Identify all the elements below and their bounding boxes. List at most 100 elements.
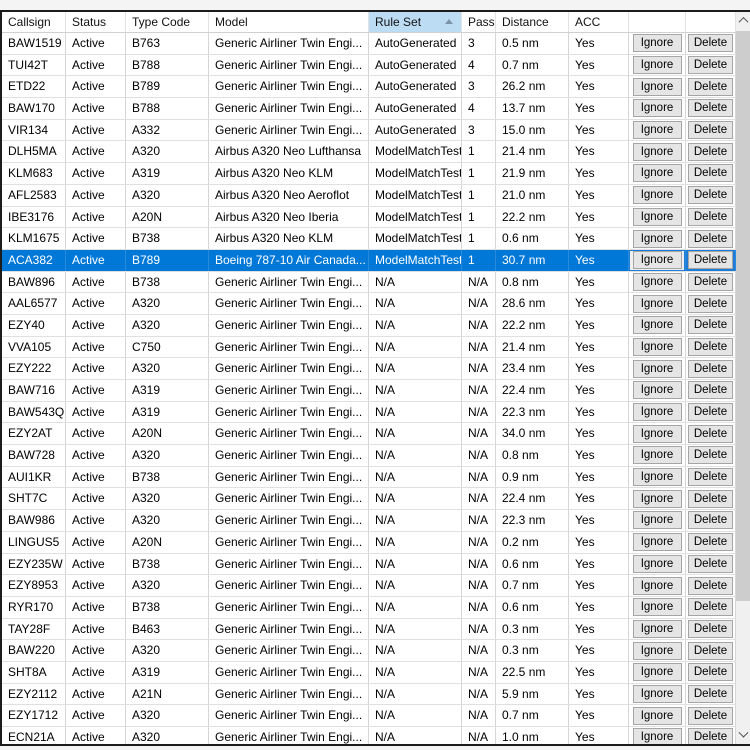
delete-button[interactable]: Delete [688,446,733,465]
scrollbar-up-button[interactable] [736,12,750,29]
table-row[interactable]: AAL6577 Active A320 Generic Airliner Twi… [2,293,736,315]
ignore-button[interactable]: Ignore [632,251,682,270]
delete-button[interactable]: Delete [688,251,733,270]
ignore-button[interactable]: Ignore [632,99,682,118]
table-row[interactable]: EZY40 Active A320 Generic Airliner Twin … [2,314,736,337]
delete-button[interactable]: Delete [688,489,733,508]
delete-button[interactable]: Delete [688,381,733,400]
table-row[interactable]: TUI42T Active B788 Generic Airliner Twin… [2,54,736,77]
table-row[interactable]: IBE3176 Active A20N Airbus A320 Neo Iber… [2,206,736,229]
scrollbar-thumb[interactable] [736,31,750,601]
delete-button[interactable]: Delete [688,34,733,53]
ignore-button[interactable]: Ignore [632,359,682,378]
ignore-button[interactable]: Ignore [632,641,682,660]
ignore-button[interactable]: Ignore [632,229,682,248]
delete-button[interactable]: Delete [688,598,733,617]
delete-button[interactable]: Delete [688,403,733,422]
table-row[interactable]: VIR134 Active A332 Generic Airliner Twin… [2,119,736,142]
delete-button[interactable]: Delete [688,164,733,183]
ignore-button[interactable]: Ignore [632,706,682,725]
table-row[interactable]: EZY2AT Active A20N Generic Airliner Twin… [2,423,736,446]
table-row[interactable]: DLH5MA Active A320 Airbus A320 Neo Lufth… [2,141,736,164]
ignore-button[interactable]: Ignore [632,511,682,530]
column-header-type-code[interactable]: Type Code [126,12,209,32]
ignore-button[interactable]: Ignore [632,424,682,443]
ignore-button[interactable]: Ignore [632,728,682,744]
table-row[interactable]: LINGUS5 Active A20N Generic Airliner Twi… [2,531,736,554]
column-header-ignore[interactable] [629,12,686,32]
column-header-status[interactable]: Status [66,12,126,32]
delete-button[interactable]: Delete [688,424,733,443]
table-row[interactable]: BAW543Q Active A319 Generic Airliner Twi… [2,401,736,424]
ignore-button[interactable]: Ignore [632,164,682,183]
ignore-button[interactable]: Ignore [632,684,682,703]
ignore-button[interactable]: Ignore [632,554,682,573]
ignore-button[interactable]: Ignore [632,294,682,313]
ignore-button[interactable]: Ignore [632,619,682,638]
delete-button[interactable]: Delete [688,359,733,378]
ignore-button[interactable]: Ignore [632,468,682,487]
table-row[interactable]: SHT7C Active A320 Generic Airliner Twin … [2,488,736,511]
table-row[interactable]: TAY28F Active B463 Generic Airliner Twin… [2,618,736,641]
delete-button[interactable]: Delete [688,316,733,335]
delete-button[interactable]: Delete [688,207,733,226]
table-row[interactable]: KLM683 Active A319 Airbus A320 Neo KLM M… [2,163,736,185]
vertical-scrollbar[interactable] [736,12,750,744]
delete-button[interactable]: Delete [688,728,733,744]
delete-button[interactable]: Delete [688,641,733,660]
table-row[interactable]: BAW170 Active B788 Generic Airliner Twin… [2,98,736,120]
ignore-button[interactable]: Ignore [632,186,682,205]
ignore-button[interactable]: Ignore [632,316,682,335]
delete-button[interactable]: Delete [688,99,733,118]
table-row[interactable]: ETD22 Active B789 Generic Airliner Twin … [2,76,736,99]
table-row[interactable]: EZY235W Active B738 Generic Airliner Twi… [2,553,736,576]
column-header-distance[interactable]: Distance [496,12,569,32]
ignore-button[interactable]: Ignore [632,337,682,356]
table-row[interactable]: BAW728 Active A320 Generic Airliner Twin… [2,445,736,467]
column-header-pass[interactable]: Pass [462,12,496,32]
ignore-button[interactable]: Ignore [632,56,682,75]
table-row[interactable]: ACA382 Active B789 Boeing 787-10 Air Can… [2,249,736,272]
delete-button[interactable]: Delete [688,554,733,573]
table-row[interactable]: AUI1KR Active B738 Generic Airliner Twin… [2,466,736,489]
ignore-button[interactable]: Ignore [632,403,682,422]
column-header-rule-set[interactable]: Rule Set [369,12,462,32]
delete-button[interactable]: Delete [688,272,733,291]
ignore-button[interactable]: Ignore [632,381,682,400]
table-row[interactable]: EZY222 Active A320 Generic Airliner Twin… [2,358,736,380]
ignore-button[interactable]: Ignore [632,533,682,552]
delete-button[interactable]: Delete [688,468,733,487]
ignore-button[interactable]: Ignore [632,489,682,508]
ignore-button[interactable]: Ignore [632,272,682,291]
ignore-button[interactable]: Ignore [632,142,682,161]
delete-button[interactable]: Delete [688,77,733,96]
delete-button[interactable]: Delete [688,684,733,703]
delete-button[interactable]: Delete [688,186,733,205]
ignore-button[interactable]: Ignore [632,598,682,617]
delete-button[interactable]: Delete [688,619,733,638]
ignore-button[interactable]: Ignore [632,207,682,226]
table-row[interactable]: EZY8953 Active A320 Generic Airliner Twi… [2,575,736,597]
delete-button[interactable]: Delete [688,576,733,595]
column-header-model[interactable]: Model [209,12,369,32]
ignore-button[interactable]: Ignore [632,576,682,595]
ignore-button[interactable]: Ignore [632,121,682,140]
table-row[interactable]: BAW716 Active A319 Generic Airliner Twin… [2,380,736,402]
table-row[interactable]: BAW220 Active A320 Generic Airliner Twin… [2,640,736,662]
column-header-acc[interactable]: ACC [569,12,629,32]
table-row[interactable]: SHT8A Active A319 Generic Airliner Twin … [2,661,736,684]
delete-button[interactable]: Delete [688,142,733,161]
delete-button[interactable]: Delete [688,294,733,313]
delete-button[interactable]: Delete [688,229,733,248]
table-row[interactable]: BAW896 Active B738 Generic Airliner Twin… [2,271,736,294]
ignore-button[interactable]: Ignore [632,77,682,96]
ignore-button[interactable]: Ignore [632,34,682,53]
table-row[interactable]: ECN21A Active A320 Generic Airliner Twin… [2,727,736,744]
table-row[interactable]: EZY1712 Active A320 Generic Airliner Twi… [2,705,736,727]
column-header-callsign[interactable]: Callsign [2,12,66,32]
delete-button[interactable]: Delete [688,56,733,75]
delete-button[interactable]: Delete [688,121,733,140]
table-row[interactable]: RYR170 Active B738 Generic Airliner Twin… [2,596,736,619]
delete-button[interactable]: Delete [688,337,733,356]
table-row[interactable]: BAW986 Active A320 Generic Airliner Twin… [2,510,736,532]
